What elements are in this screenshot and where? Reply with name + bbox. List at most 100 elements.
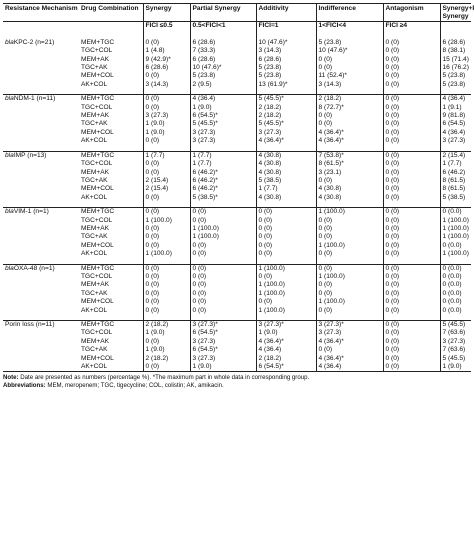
cell-antagonism: 0 (0) <box>382 150 440 161</box>
cell-drug-combination: TGC+AK <box>81 120 108 128</box>
cell-indifference: 3 (14.3) <box>315 80 383 90</box>
cell-synergy-plus-partial: 0 (0.0) <box>439 272 471 282</box>
cell-antagonism: 0 (0) <box>382 193 440 203</box>
cell-partial-synergy: 1 (9.0) <box>189 103 256 113</box>
cell-mechanism: blaNDM-1 (n=11) <box>3 94 79 104</box>
table-row: MEM+COL 2 (15.4) 6 (46.2)* 1 (7.7) 4 (30.8) 0… <box>3 185 471 194</box>
spacer-cell <box>439 202 471 208</box>
cell-mechanism <box>3 225 79 233</box>
cell-additivity: 6 (28.6) <box>255 55 316 65</box>
cell-synergy-plus-partial: 1 (9.0) <box>439 363 471 373</box>
spacer-cell <box>315 202 383 208</box>
cell-partial-synergy: 3 (27.3) <box>189 137 256 146</box>
cell-indifference: 8 (72.7)* <box>315 103 383 113</box>
cell-mechanism <box>3 185 79 193</box>
cell-additivity: 4 (30.8) <box>255 150 316 161</box>
cell-antagonism: 0 (0) <box>382 55 440 65</box>
cell-antagonism: 0 (0) <box>382 289 440 299</box>
cell-synergy-plus-partial: 1 (9.1) <box>439 103 471 113</box>
cell-antagonism: 0 (0) <box>382 306 440 315</box>
cell-additivity: 0 (0) <box>255 241 316 251</box>
cell-additivity: 1 (100.0) <box>255 306 316 315</box>
cell-antagonism: 0 (0) <box>382 185 440 194</box>
cell-indifference: 0 (0) <box>315 281 383 290</box>
cell-partial-synergy: 1 (7.7) <box>189 150 256 161</box>
cell-partial-synergy: 3 (27.3)* <box>189 320 256 330</box>
cell-drug-combination: MEM+COL <box>81 298 114 306</box>
cell-drug-combination: TGC+COL <box>81 160 113 168</box>
cell-synergy-plus-partial: 3 (27.3) <box>439 337 471 347</box>
spacer-cell <box>255 89 316 95</box>
cell-partial-synergy: 5 (45.5)* <box>189 120 256 129</box>
cell-indifference: 10 (47.6)* <box>315 47 383 56</box>
cell-indifference: 4 (36.4)* <box>315 137 383 146</box>
table-row: TGC+AK 2 (15.4) 6 (46.2)* 5 (38.5) 0 (0) 0 (0… <box>3 176 471 186</box>
cell-mechanism <box>3 338 79 346</box>
cell-drug-combination: MEM+TGC <box>79 94 143 104</box>
cell-partial-synergy: 6 (46.2)* <box>189 185 256 194</box>
cell-drug-combination: MEM+COL <box>81 354 114 362</box>
cell-indifference: 0 (0) <box>315 64 383 73</box>
cell-drug-combination: TGC+AK <box>81 289 108 297</box>
cell-partial-synergy: 6 (54.5)* <box>189 346 256 355</box>
cell-partial-synergy: 0 (0) <box>189 298 256 307</box>
spacer-cell <box>142 89 190 95</box>
cell-drug-combination: TGC+AK <box>81 233 108 241</box>
table-row: blaOXA-48 (n=1) MEM+TGC 0 (0) 0 (0) 1 (100.0… <box>3 263 471 273</box>
table-row: AK+COL 1 (100.0) 0 (0) 0 (0) 0 (0) 0 (0) 1 (10… <box>3 250 471 259</box>
cell-additivity: 0 (0) <box>255 224 316 234</box>
mechanism-name: NDM-1 (n=11) <box>13 95 56 103</box>
spacer-cell <box>439 89 471 95</box>
cell-antagonism: 0 (0) <box>382 38 440 48</box>
cell-additivity: 0 (0) <box>255 272 316 282</box>
cell-indifference: 3 (23.1) <box>315 168 383 177</box>
cell-partial-synergy: 10 (47.6)* <box>189 64 256 73</box>
header-indifference: Indifference <box>315 3 383 22</box>
cell-synergy-plus-partial: 6 (54.5) <box>439 120 471 129</box>
spacer-cell <box>255 315 316 321</box>
cell-indifference: 4 (36.4) <box>315 363 383 373</box>
table-row: TGC+COL 1 (9.0) 6 (54.5)* 1 (9.0) 3 (27.3) 0 … <box>3 329 471 338</box>
cell-drug-combination: MEM+TGC <box>81 38 115 46</box>
cell-additivity: 1 (9.0) <box>255 329 316 338</box>
note-text: Date are presented as numbers (percentag… <box>18 373 310 381</box>
cell-synergy-plus-partial: 0 (0.0) <box>439 241 471 251</box>
cell-partial-synergy: 1 (7.7) <box>189 160 256 169</box>
cell-indifference: 8 (61.5)* <box>315 160 383 169</box>
cell-indifference: 1 (100.0) <box>315 241 383 251</box>
mechanism-prefix: bla <box>5 151 14 159</box>
cell-partial-synergy: 3 (27.3) <box>189 354 256 364</box>
table-row: TGC+COL 0 (0) 1 (9.0) 2 (18.2) 8 (72.7)* 0 (0… <box>3 103 471 113</box>
cell-mechanism <box>3 56 79 64</box>
cell-synergy: 1 (100.0) <box>142 216 190 225</box>
spacer-cell <box>255 145 316 152</box>
table-row: MEM+COL 1 (9.0) 3 (27.3) 3 (27.3) 4 (36.4)* 0… <box>3 128 471 138</box>
cell-additivity: 4 (30.8) <box>255 160 316 169</box>
cell-partial-synergy: 0 (0) <box>189 207 256 217</box>
subheader-antagonism: FICI ≥4 <box>382 21 440 39</box>
cell-indifference: 0 (0) <box>315 55 383 65</box>
cell-mechanism <box>3 137 79 145</box>
group-spacer <box>3 145 471 152</box>
cell-drug-combination: MEM+COL <box>81 128 114 136</box>
cell-mechanism: blaKPC-2 (n=21) <box>3 39 79 47</box>
subheader-synergy: FICI ≤0.5 <box>142 21 190 39</box>
spacer-cell <box>142 315 190 321</box>
cell-additivity: 4 (36.4)* <box>255 137 316 146</box>
mechanism-prefix: bla <box>5 264 14 272</box>
cell-mechanism <box>3 81 79 89</box>
cell-additivity: 0 (0) <box>255 298 316 307</box>
header-antagonism: Antagonism <box>382 3 440 22</box>
cell-partial-synergy: 6 (46.2)* <box>189 168 256 177</box>
cell-mechanism <box>3 177 79 185</box>
cell-synergy-plus-partial: 5 (38.5) <box>439 193 471 203</box>
cell-drug-combination: TGC+COL <box>81 103 113 111</box>
cell-synergy: 0 (0) <box>142 94 190 104</box>
cell-mechanism: blaOXA-48 (n=1) <box>3 263 79 273</box>
table-row: AK+COL 3 (14.3) 2 (9.5) 13 (61.9)* 3 (14.3) 0… <box>3 80 471 90</box>
cell-drug-combination: TGC+COL <box>81 329 113 337</box>
table-row: blaNDM-1 (n=11) MEM+TGC 0 (0) 4 (36.4) 5 (45… <box>3 94 471 104</box>
cell-indifference: 4 (36.4)* <box>315 354 383 364</box>
cell-synergy-plus-partial: 5 (23.8) <box>439 72 471 81</box>
cell-additivity: 4 (36.4) <box>255 346 316 355</box>
